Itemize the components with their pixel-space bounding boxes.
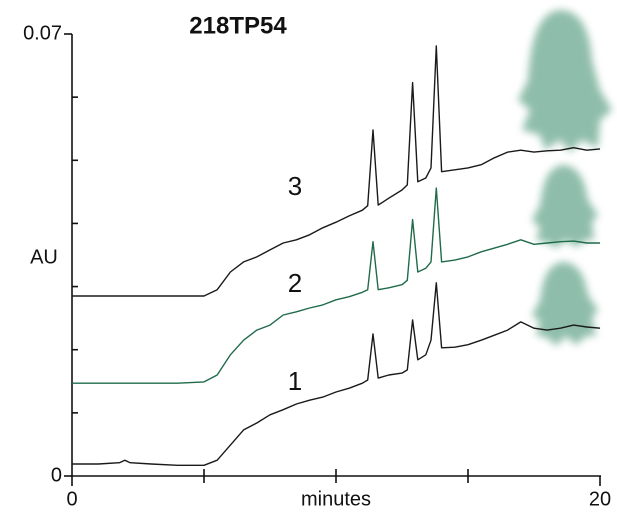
x-tick-label: 0 — [66, 488, 77, 510]
y-tick-label: 0.07 — [23, 22, 62, 44]
y-tick-label: 0 — [51, 464, 62, 486]
trace — [72, 282, 601, 466]
ghost-icons — [518, 10, 612, 346]
trace — [72, 187, 600, 384]
x-tick-label: 20 — [589, 488, 611, 510]
trace-label: 1 — [288, 366, 302, 396]
trace-label: 2 — [288, 268, 302, 298]
x-axis-label: minutes — [301, 488, 371, 510]
trace-label: 3 — [288, 171, 302, 201]
y-axis-label: AU — [30, 246, 58, 268]
trace — [72, 45, 601, 297]
chart-title: 218TP54 — [189, 12, 287, 39]
